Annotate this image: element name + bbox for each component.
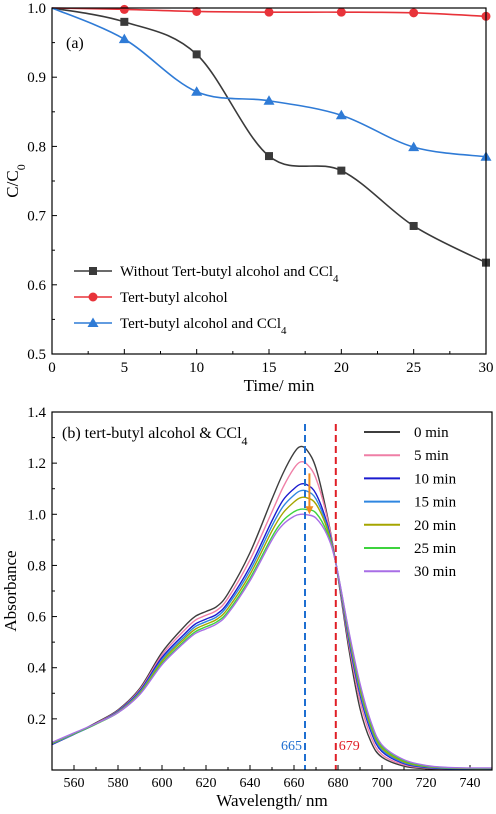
panel-b-y-tick-label: 1.4 <box>27 405 46 421</box>
panel-b-legend-item-15-min: 15 min <box>364 495 457 511</box>
panel-a-point-tert-butyl-alcohol-5 <box>119 4 129 14</box>
panel-b-spectrum-30-min <box>52 513 492 769</box>
panel-b-legend-label: 30 min <box>414 564 457 580</box>
panel-b-spectrum-0-min <box>52 445 492 770</box>
panel-b-x-tick-label: 560 <box>64 776 85 791</box>
panel-b-ticks: 560 580 600 620 640 660 680 700 720 740 0.2 0.4 0.6 0… <box>27 405 480 791</box>
panel-b-y-tick-label: 0.8 <box>27 558 46 574</box>
panel-a-y-tick-label: 0.7 <box>27 209 46 225</box>
panel-b: 560 580 600 620 640 660 680 700 720 740 0.2 0.4 0.6 0… <box>1 405 493 810</box>
panel-b-x-tick-label: 660 <box>284 776 305 791</box>
panel-b-x-tick-label: 580 <box>108 776 129 791</box>
panel-a-point-without-tert-butyl-alcohol-and-ccl4-10 <box>192 50 201 59</box>
panel-a-y-tick-label: 0.9 <box>27 70 46 86</box>
panel-a: 0 5 10 15 20 25 30 0.5 0.6 0.7 0.8 0.9 1.0 (a) Time/… <box>3 1 494 395</box>
panel-b-legend-item-25-min: 25 min <box>364 541 457 557</box>
panel-b-legend-label: 10 min <box>414 471 457 487</box>
panel-b-spectrum-5-min <box>52 460 492 770</box>
panel-b-annotations: 665 679 <box>281 424 360 770</box>
panel-b-x-tick-label: 720 <box>416 776 437 791</box>
panel-b-legend-label: 20 min <box>414 518 457 534</box>
reference-label-679: 679 <box>339 739 360 754</box>
panel-a-y-tick-label: 0.8 <box>27 139 46 155</box>
panel-a-x-tick-label: 10 <box>189 360 204 376</box>
panel-a-point-tert-butyl-alcohol-25 <box>409 8 419 18</box>
panel-a-point-without-tert-butyl-alcohol-and-ccl4-25 <box>409 221 418 230</box>
arrow-down-icon <box>305 506 314 515</box>
panel-b-legend: 0 min 5 min 10 min 15 min 20 min 25 min 30 min <box>364 425 457 580</box>
panel-b-legend-item-20-min: 20 min <box>364 518 457 534</box>
panel-b-spectra <box>52 445 492 770</box>
panel-b-frame <box>51 411 493 771</box>
panel-b-spectrum-10-min <box>52 482 492 770</box>
panel-a-x-tick-label: 30 <box>479 360 494 376</box>
panel-a-point-tert-butyl-alcohol-and-ccl4-15 <box>263 95 275 105</box>
panel-b-legend-label: 15 min <box>414 495 457 511</box>
circle-marker-icon <box>88 292 98 302</box>
panel-a-point-tert-butyl-alcohol-and-ccl4-10 <box>191 86 203 96</box>
panel-a-point-tert-butyl-alcohol-and-ccl4-20 <box>335 109 347 120</box>
panel-b-y-tick-label: 1.2 <box>27 456 46 472</box>
panel-a-x-tick-label: 20 <box>334 360 349 376</box>
panel-b-y-tick-label: 0.2 <box>27 712 46 728</box>
panel-b-y-tick-label: 0.4 <box>27 661 46 677</box>
reference-label-665: 665 <box>281 739 302 754</box>
panel-a-fit-curve-tert-butyl-alcohol-and-ccl4 <box>51 7 487 158</box>
panel-b-legend-label: 5 min <box>414 448 449 464</box>
panel-b-spectrum-20-min <box>52 496 492 770</box>
panel-a-point-without-tert-butyl-alcohol-and-ccl4-5 <box>120 17 129 26</box>
panel-a-x-axis-label: Time/ min <box>244 376 315 395</box>
panel-a-point-tert-butyl-alcohol-and-ccl4-25 <box>408 141 420 152</box>
panel-a-point-without-tert-butyl-alcohol-and-ccl4-15 <box>265 152 273 161</box>
panel-a-fit-curve-without-tert-butyl-alcohol-and-ccl4 <box>51 7 487 264</box>
panel-b-y-tick-label: 0.6 <box>27 610 46 626</box>
panel-b-label: (b) tert-butyl alcohol & CCl4 <box>62 425 248 448</box>
panel-b-x-tick-label: 620 <box>196 776 217 791</box>
panel-a-point-without-tert-butyl-alcohol-and-ccl4-20 <box>337 166 346 175</box>
triangle-marker-icon <box>87 317 99 327</box>
panel-a-x-tick-label: 5 <box>121 360 129 376</box>
panel-b-x-tick-label: 600 <box>152 776 173 791</box>
panel-b-x-tick-label: 680 <box>328 776 349 791</box>
panel-a-point-tert-butyl-alcohol-20 <box>336 7 346 17</box>
panel-b-x-tick-label: 640 <box>240 776 261 791</box>
panel-b-x-axis-label: Wavelength/ nm <box>216 791 327 810</box>
panel-a-legend-item-tert-butyl-alcohol: Tert-butyl alcohol <box>74 290 228 306</box>
panel-a-frame <box>51 7 487 355</box>
panel-a-label: (a) <box>66 35 84 52</box>
panel-a-y-tick-label: 0.5 <box>27 347 46 363</box>
panel-a-x-tick-label: 25 <box>406 360 421 376</box>
panel-a-legend-item-tert-butyl-alcohol-and-ccl4: Tert-butyl alcohol and CCl4 <box>74 316 287 337</box>
panel-a-point-tert-butyl-alcohol-and-ccl4-5 <box>118 33 130 44</box>
panel-b-legend-item-5-min: 5 min <box>364 448 449 464</box>
panel-b-legend-item-30-min: 30 min <box>364 564 457 580</box>
panel-b-y-tick-label: 1.0 <box>27 507 46 523</box>
panel-a-ticks: 0 5 10 15 20 25 30 0.5 0.6 0.7 0.8 0.9 1.0 <box>27 1 493 376</box>
panel-b-legend-label: 25 min <box>414 541 457 557</box>
panel-a-y-tick-label: 0.6 <box>27 278 46 294</box>
panel-b-legend-label: 0 min <box>414 425 449 441</box>
panel-a-legend: Without Tert-butyl alcohol and CCl4 Tert-… <box>74 264 339 337</box>
panel-a-legend-item-without-tert-butyl-alcohol-and-ccl4: Without Tert-butyl alcohol and CCl4 <box>74 264 339 285</box>
panel-a-markers <box>118 4 492 267</box>
panel-b-legend-item-10-min: 10 min <box>364 471 457 487</box>
panel-b-legend-item-0-min: 0 min <box>364 425 449 441</box>
panel-a-point-tert-butyl-alcohol-15 <box>264 7 274 17</box>
panel-a-point-tert-butyl-alcohol-10 <box>192 6 202 16</box>
panel-b-x-tick-label: 700 <box>372 776 393 791</box>
panel-b-y-axis-label: Absorbance <box>1 550 20 631</box>
panel-a-y-axis-label: C/C0 <box>3 164 28 197</box>
panel-b-spectrum-15-min <box>52 489 492 770</box>
panel-a-x-tick-label: 0 <box>48 360 56 376</box>
panel-a-y-tick-label: 1.0 <box>27 1 46 17</box>
square-marker-icon <box>89 267 97 275</box>
panel-a-legend-label: Tert-butyl alcohol <box>120 290 228 306</box>
panel-b-x-tick-label: 740 <box>460 776 481 791</box>
panel-a-legend-label: Without Tert-butyl alcohol and CCl4 <box>120 264 339 285</box>
panel-a-legend-label: Tert-butyl alcohol and CCl4 <box>120 316 287 337</box>
panel-a-x-tick-label: 15 <box>262 360 277 376</box>
panel-a-fit-curves <box>51 7 487 264</box>
